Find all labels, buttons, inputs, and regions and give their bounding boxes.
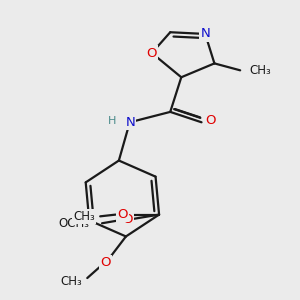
Text: H: H bbox=[107, 116, 116, 126]
Text: N: N bbox=[126, 116, 135, 129]
Text: CH₃: CH₃ bbox=[60, 275, 82, 288]
Text: O: O bbox=[206, 114, 216, 127]
Text: CH₃: CH₃ bbox=[249, 64, 271, 77]
Text: N: N bbox=[200, 28, 210, 40]
Text: O: O bbox=[100, 256, 111, 269]
Text: OCH₃: OCH₃ bbox=[58, 217, 89, 230]
Text: O: O bbox=[123, 213, 133, 226]
Text: CH₃: CH₃ bbox=[73, 210, 95, 223]
Text: O: O bbox=[117, 208, 128, 221]
Text: O: O bbox=[147, 46, 157, 59]
